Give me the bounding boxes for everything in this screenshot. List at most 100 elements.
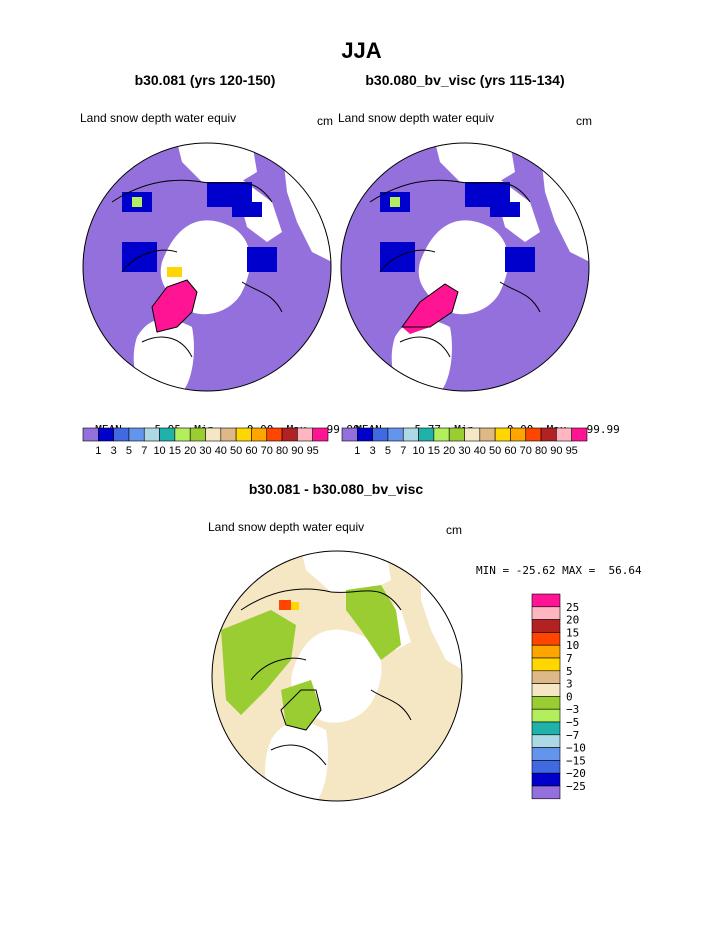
colorbar-tick-label: 20 [566, 614, 579, 627]
colorbar-swatch [418, 427, 435, 442]
colorbar-tick-label: 30 [199, 445, 211, 457]
colorbar-tick-label: 90 [291, 445, 303, 457]
diff-title: b30.081 - b30.080_bv_visc [248, 481, 424, 497]
colorbar-swatch [113, 427, 130, 442]
colorbar-swatch [98, 427, 114, 442]
colorbar-tick-label: 50 [489, 445, 501, 457]
coastline [240, 588, 412, 766]
colorbar-tick-label: −3 [566, 703, 579, 716]
greenland-snow [152, 280, 197, 332]
colorbar-swatch [82, 427, 99, 442]
colorbar-tick-label: 30 [458, 445, 470, 457]
greenland-snow [402, 284, 458, 334]
colorbar-swatch [220, 427, 237, 442]
snow-patch [132, 197, 142, 207]
atlantic-ocean [133, 318, 194, 391]
diff-polar-map [211, 550, 463, 802]
page-title: JJA [341, 38, 382, 63]
colorbar-tick-label: 3 [111, 445, 117, 457]
colorbar-tick-label: 3 [370, 445, 376, 457]
left-field-label: Land snow depth water equiv [80, 111, 237, 125]
colorbar-tick-label: 7 [141, 445, 147, 457]
colorbar-swatch [189, 427, 206, 442]
colorbar-swatch [281, 427, 298, 442]
colorbar-tick-label: 80 [276, 445, 288, 457]
colorbar-swatch [312, 427, 329, 442]
colorbar-tick-label: −25 [566, 780, 586, 793]
diff-field-label: Land snow depth water equiv [208, 520, 365, 534]
left-polar-map [82, 142, 332, 392]
colorbar-tick-label: 40 [215, 445, 227, 457]
colorbar-swatch [266, 427, 283, 442]
colorbar-swatch [531, 593, 561, 608]
colorbar-tick-label: 10 [566, 639, 579, 652]
colorbar-tick-label: 95 [307, 445, 319, 457]
colorbar-tick-label: 7 [566, 652, 573, 665]
left-case-title: b30.081 (yrs 120-150) [134, 72, 276, 88]
colorbar-swatch [571, 427, 588, 442]
colorbar-tick-label: 15 [169, 445, 181, 457]
snow-patch [490, 202, 520, 217]
colorbar-swatch [531, 683, 561, 697]
colorbar-swatch [479, 427, 496, 442]
right-units: cm [576, 114, 592, 128]
colorbar-swatch [531, 734, 561, 748]
colorbar-swatch [159, 427, 176, 442]
coastline [369, 179, 541, 358]
atlantic-ocean [265, 721, 328, 801]
colorbar-tick-label: 70 [261, 445, 273, 457]
colorbar-swatch [540, 427, 557, 442]
colorbar-swatch [402, 427, 419, 442]
colorbar-tick-label: 70 [520, 445, 532, 457]
colorbar-tick-label: 20 [184, 445, 196, 457]
positive-diff-patch [279, 600, 291, 610]
colorbar-tick-label: 20 [443, 445, 455, 457]
colorbar-swatch [531, 708, 561, 723]
colorbar-tick-label: 5 [566, 665, 573, 678]
right-colorbar: 1 3 5 7 10 15 20 30 40 50 60 70 80 90 95 [341, 427, 588, 457]
colorbar-tick-label: 25 [566, 601, 579, 614]
colorbar-swatch [143, 427, 160, 442]
max-value: 99.99 [586, 423, 620, 436]
colorbar-swatch [510, 427, 527, 442]
right-field-label: Land snow depth water equiv [338, 111, 495, 125]
colorbar-tick-label: 80 [535, 445, 547, 457]
colorbar-tick-label: −5 [566, 716, 579, 729]
colorbar-swatch [235, 427, 252, 442]
diff-minmax: MIN = -25.62 MAX = 56.64 [476, 564, 642, 577]
colorbar-swatch [297, 427, 313, 442]
right-polar-map [340, 142, 590, 392]
colorbar-tick-label: 1 [95, 445, 101, 457]
arctic-ocean [291, 551, 411, 723]
colorbar-swatch [205, 427, 222, 442]
arctic-ocean [160, 143, 282, 315]
diff-units: cm [446, 523, 462, 537]
coastline [111, 179, 283, 358]
colorbar-tick-label: 90 [550, 445, 562, 457]
snow-patch [232, 202, 262, 217]
colorbar-swatch [531, 619, 561, 633]
colorbar-swatch [531, 760, 561, 774]
left-colorbar: 1 3 5 7 10 15 20 30 40 50 60 70 80 90 95 [82, 427, 329, 457]
colorbar-swatch [464, 427, 481, 442]
colorbar-swatch [556, 427, 572, 442]
colorbar-tick-label: −15 [566, 754, 586, 767]
colorbar-swatch [531, 785, 561, 800]
colorbar-tick-label: 1 [354, 445, 360, 457]
right-case-title: b30.080_bv_visc (yrs 115-134) [365, 72, 565, 88]
colorbar-tick-label: 10 [412, 445, 424, 457]
colorbar-tick-label: 15 [428, 445, 440, 457]
colorbar-tick-label: −20 [566, 767, 586, 780]
colorbar-tick-label: 60 [504, 445, 516, 457]
left-units: cm [317, 114, 333, 128]
snow-patch [505, 247, 535, 272]
negative-diff-region [281, 680, 321, 730]
colorbar-swatch [531, 721, 561, 736]
colorbar-tick-label: 95 [566, 445, 578, 457]
negative-diff-region [221, 610, 296, 715]
colorbar-swatch [341, 427, 358, 442]
arctic-ocean [418, 143, 540, 315]
colorbar-swatch [531, 670, 561, 684]
colorbar-tick-label: 7 [400, 445, 406, 457]
